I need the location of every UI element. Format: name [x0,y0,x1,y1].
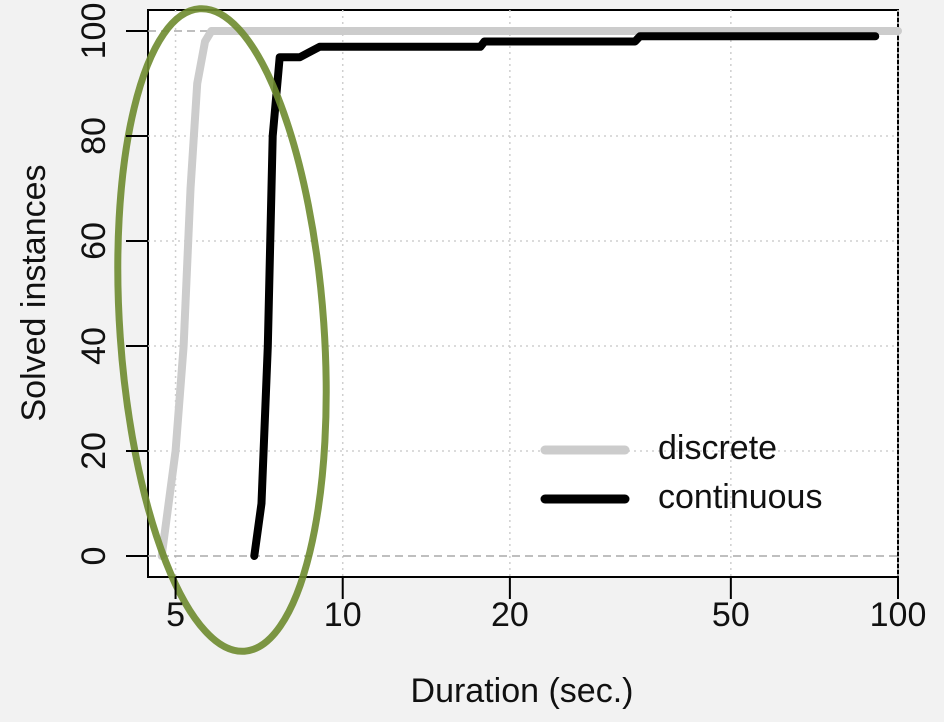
series-line [157,27,902,560]
y-tick-label: 100 [75,3,113,60]
highlight-ellipse [114,5,330,655]
legend-label: continuous [658,478,822,516]
x-tick-label: 20 [491,596,529,634]
y-tick-label: 60 [75,222,113,260]
y-axis-label: Solved instances [15,164,53,421]
legend-label: discrete [658,429,777,467]
marks [148,10,902,577]
y-tick-label: 20 [75,432,113,470]
x-tick-label: 50 [712,596,750,634]
x-tick-label: 5 [166,596,185,634]
x-axis-label: Duration (sec.) [411,672,634,710]
y-tick-label: 40 [75,327,113,365]
y-tick-label: 80 [75,117,113,155]
y-tick-label: 0 [75,547,113,566]
series-line [250,32,880,560]
x-tick-label: 100 [870,596,927,634]
x-tick-label: 10 [324,596,362,634]
